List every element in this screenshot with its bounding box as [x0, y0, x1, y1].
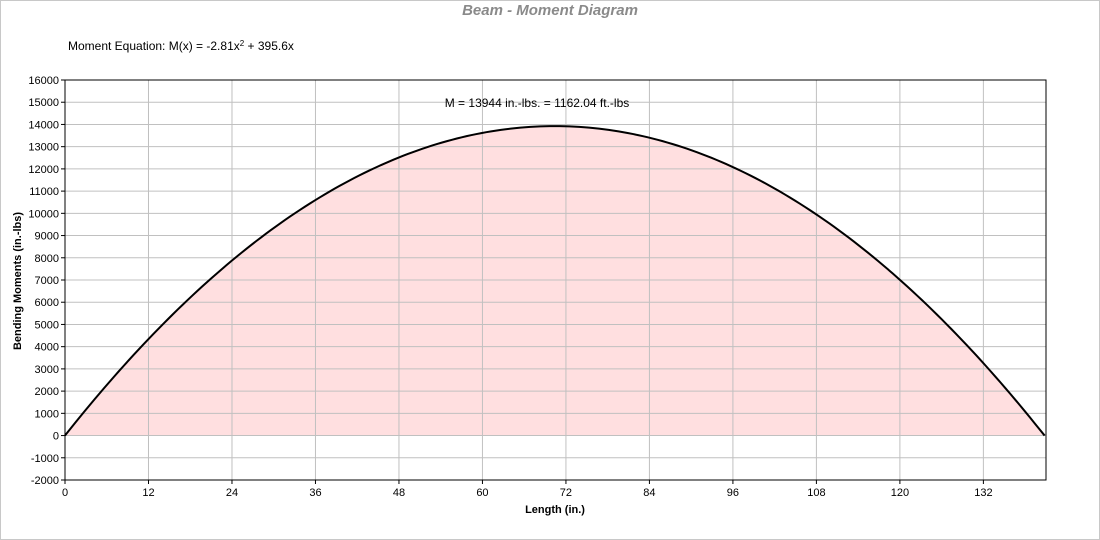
x-tick-label: 84 — [643, 487, 655, 499]
x-tick-label: 12 — [142, 487, 154, 499]
y-tick-label: 15000 — [28, 97, 59, 109]
moment-line — [64, 125, 1046, 437]
max-moment-annotation: M = 13944 in.-lbs. = 1162.04 ft.-lbs — [445, 96, 630, 110]
x-tick-label: 120 — [891, 487, 909, 499]
y-axis-ticks: -2000 -1000 0 1000 2000 3000 4000 5000 6000 7000 8… — [28, 75, 65, 487]
x-tick-label: 48 — [393, 487, 405, 499]
x-tick-label: 60 — [476, 487, 488, 499]
y-tick-label: 0 — [53, 431, 59, 443]
x-tick-label: 36 — [309, 487, 321, 499]
y-tick-label: 9000 — [35, 231, 59, 243]
equation-exponent: 2 — [240, 39, 245, 48]
y-tick-label: 1000 — [35, 408, 59, 420]
x-tick-label: 24 — [226, 487, 238, 499]
chart-title: Beam - Moment Diagram — [462, 2, 638, 19]
x-tick-label: 96 — [727, 487, 739, 499]
y-axis-label: Bending Moments (in.-lbs) — [12, 212, 24, 350]
y-tick-label: 11000 — [29, 186, 59, 198]
y-tick-label: 6000 — [35, 297, 59, 309]
y-tick-label: 5000 — [35, 319, 59, 331]
y-tick-label: 2000 — [35, 386, 59, 398]
x-tick-label: 0 — [62, 487, 68, 499]
equation-prefix: Moment Equation: M(x) = -2.81x — [68, 39, 240, 53]
x-axis-ticks: 0 12 24 36 48 60 72 84 96 108 120 132 — [62, 480, 993, 499]
moment-area — [65, 126, 1045, 436]
y-tick-label: -2000 — [31, 475, 59, 487]
y-tick-label: 8000 — [35, 253, 59, 265]
x-axis-label: Length (in.) — [525, 504, 585, 516]
y-tick-label: 14000 — [28, 119, 59, 131]
x-tick-label: 132 — [974, 487, 992, 499]
equation-suffix: + 395.6x — [244, 39, 294, 53]
moment-equation: Moment Equation: M(x) = -2.81x2 + 395.6x — [68, 39, 294, 53]
y-tick-label: 16000 — [28, 75, 59, 87]
y-tick-label: 3000 — [35, 364, 59, 376]
moment-fill — [65, 126, 1045, 436]
y-tick-label: 4000 — [35, 342, 59, 354]
moment-curve — [64, 125, 1046, 437]
y-tick-label: 10000 — [28, 208, 59, 220]
x-tick-label: 108 — [807, 487, 825, 499]
y-tick-label: 13000 — [28, 142, 59, 154]
y-tick-label: 12000 — [28, 164, 59, 176]
y-tick-label: 7000 — [35, 275, 59, 287]
y-tick-label: -1000 — [31, 453, 59, 465]
x-tick-label: 72 — [560, 487, 572, 499]
